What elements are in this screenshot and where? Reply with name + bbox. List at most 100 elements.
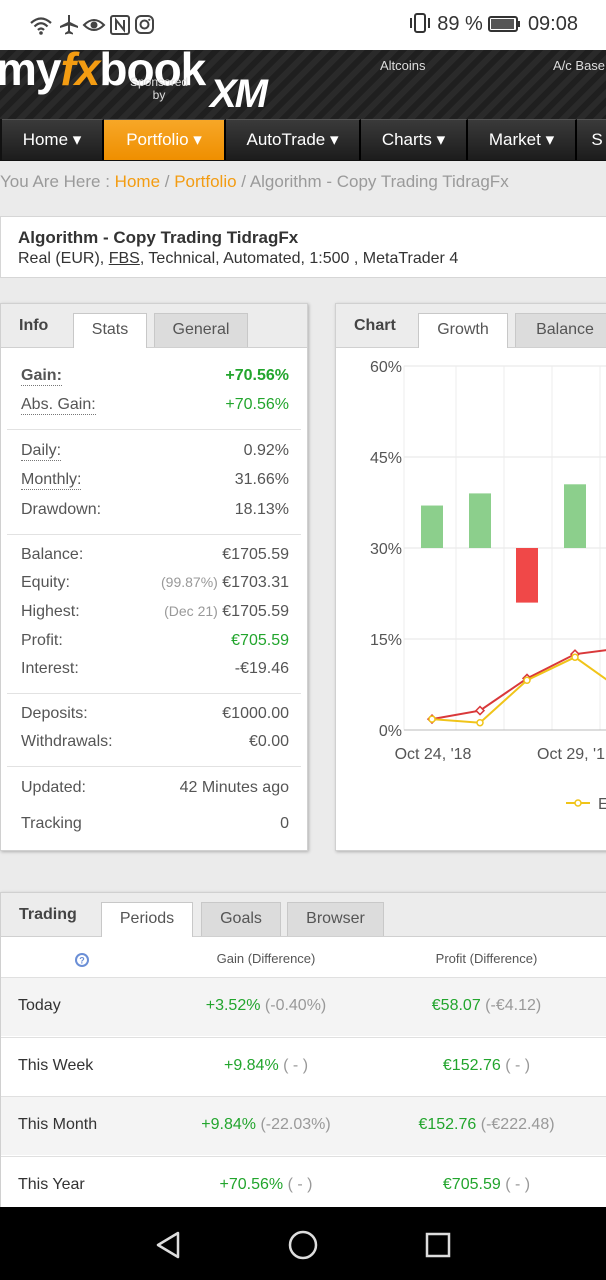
deposits-label: Deposits: [21, 705, 88, 722]
nav-home[interactable]: Home ▾ [2, 119, 104, 160]
profit-cell: €152.76 (-€222.48) [384, 1116, 589, 1134]
trading-panel-header: Trading Periods Goals Browser [1, 893, 606, 937]
x-tick-label: Oct 24, '18 [395, 746, 472, 763]
interest-label: Interest: [21, 660, 79, 677]
col-gain-header: Gain (Difference) [216, 951, 316, 966]
nav-market[interactable]: Market ▾ [468, 119, 577, 160]
nfc-icon [110, 15, 130, 35]
profit-cell: €152.76 ( - ) [384, 1057, 589, 1075]
trading-label: Trading [19, 906, 77, 923]
highest-date: (Dec 21) [164, 603, 218, 619]
y-tick-label: 60% [370, 359, 402, 376]
gain-value: +70.56% [225, 367, 289, 384]
gain-diff: (-0.40%) [264, 997, 327, 1014]
tab-general[interactable]: General [154, 313, 248, 347]
svg-text:?: ? [79, 956, 85, 966]
main-nav: Home ▾ Portfolio ▾ AutoTrade ▾ Charts ▾ … [0, 119, 606, 161]
legend-marker [574, 799, 582, 807]
drawdown-label: Drawdown: [21, 501, 102, 518]
profit-value: €152.76 [442, 1056, 501, 1074]
vibrate-icon [409, 13, 430, 33]
divider [7, 693, 301, 694]
daily-label[interactable]: Daily: [21, 442, 62, 461]
tab-browser[interactable]: Browser [287, 902, 384, 936]
home-icon[interactable] [285, 1227, 321, 1263]
profit-diff: (-€4.12) [485, 997, 542, 1014]
breadcrumb-portfolio[interactable]: Portfolio [174, 172, 237, 191]
gain-label[interactable]: Gain: [21, 367, 62, 386]
trading-table-header: ? Gain (Difference) Profit (Difference) [1, 937, 606, 978]
profit-diff: ( - ) [505, 1175, 531, 1193]
tab-growth[interactable]: Growth [418, 313, 508, 348]
tab-stats[interactable]: Stats [73, 313, 147, 348]
xm-logo[interactable]: XM [210, 72, 268, 116]
info-panel-header: Info Stats General [1, 304, 307, 348]
gain-value: +9.84% [223, 1056, 279, 1074]
data-point [476, 718, 484, 727]
chart-label: Chart [354, 317, 396, 334]
monthly-label[interactable]: Monthly: [21, 471, 82, 490]
balance-value: €1705.59 [222, 546, 289, 563]
gain-cell: +70.56% ( - ) [151, 1176, 381, 1194]
logo-fx: fx [60, 50, 100, 95]
highest-label: Highest: [21, 603, 80, 620]
table-row: This Week +9.84% ( - ) €152.76 ( - ) [1, 1036, 606, 1096]
table-row: Today +3.52% (-0.40%) €58.07 (-€4.12) [1, 977, 606, 1036]
data-point [474, 705, 486, 716]
status-right: 89 % 09:08 [408, 13, 578, 36]
sponsored-by-text: by [152, 88, 166, 102]
nav-autotrade[interactable]: AutoTrade ▾ [226, 119, 361, 160]
gain-cell: +3.52% (-0.40%) [151, 997, 381, 1015]
help-icon[interactable]: ? [74, 952, 90, 968]
profit-value: €705.59 [231, 632, 289, 649]
sponsored-label: Sponsored by [130, 76, 188, 102]
tab-periods[interactable]: Periods [101, 902, 193, 937]
battery-percent: 89 % [437, 13, 483, 35]
logo-book: book [99, 50, 206, 95]
gain-cell: +9.84% ( - ) [151, 1057, 381, 1075]
profit-cell: €58.07 (-€4.12) [384, 997, 589, 1015]
wifi-icon [30, 17, 52, 35]
chart-panel-header: Chart Growth Balance [336, 304, 606, 348]
instagram-icon [135, 15, 154, 34]
growth-chart[interactable]: 60% 45% 30% 15% 0% Oct 24, '18 Oct 29, '1 E [336, 348, 606, 850]
account-type: Real (EUR), [18, 250, 109, 267]
table-row: This Year +70.56% ( - ) €705.59 ( - ) [1, 1155, 606, 1215]
breadcrumb-home[interactable]: Home [114, 172, 161, 191]
bar [564, 484, 586, 548]
breadcrumb-sep: / [160, 172, 175, 191]
profit-value: €58.07 [431, 997, 481, 1014]
interest-value: -€19.46 [234, 660, 289, 677]
ticker-ac-base[interactable]: A/c Base [553, 58, 606, 73]
status-icons [30, 13, 180, 43]
period-label: This Year [18, 1175, 85, 1193]
myfxbook-logo[interactable]: myfxbook [0, 50, 206, 96]
col-profit-header: Profit (Difference) [435, 951, 538, 966]
trading-panel: Trading Periods Goals Browser ? Gain (Di… [0, 892, 606, 1222]
info-label: Info [19, 317, 49, 334]
updated-value: 42 Minutes ago [179, 779, 289, 796]
gain-diff: ( - ) [287, 1175, 313, 1193]
nav-charts[interactable]: Charts ▾ [361, 119, 468, 160]
profit-label: Profit: [21, 632, 63, 649]
ticker-altcoins[interactable]: Altcoins [380, 58, 426, 73]
sponsored-text: Sponsored [130, 75, 189, 89]
profit-value: €152.76 [418, 1116, 477, 1133]
status-left-icons [30, 15, 154, 35]
data-point [523, 676, 531, 685]
tab-goals[interactable]: Goals [201, 902, 281, 936]
tab-balance[interactable]: Balance [515, 313, 606, 347]
nav-more[interactable]: S [577, 119, 606, 160]
withdrawals-value: €0.00 [248, 733, 289, 750]
withdrawals-label: Withdrawals: [21, 733, 113, 750]
highest-value: €1705.59 [222, 603, 289, 620]
abs-gain-label[interactable]: Abs. Gain: [21, 396, 96, 415]
recents-icon[interactable] [420, 1227, 456, 1263]
data-point [428, 715, 436, 723]
broker-link[interactable]: FBS [108, 250, 140, 267]
back-icon[interactable] [150, 1227, 186, 1263]
site-header: myfxbook Sponsored by XM Altcoins A/c Ba… [0, 50, 606, 119]
gain-value: +9.84% [201, 1116, 256, 1133]
tracking-label: Tracking [21, 815, 82, 832]
nav-portfolio[interactable]: Portfolio ▾ [104, 119, 226, 160]
